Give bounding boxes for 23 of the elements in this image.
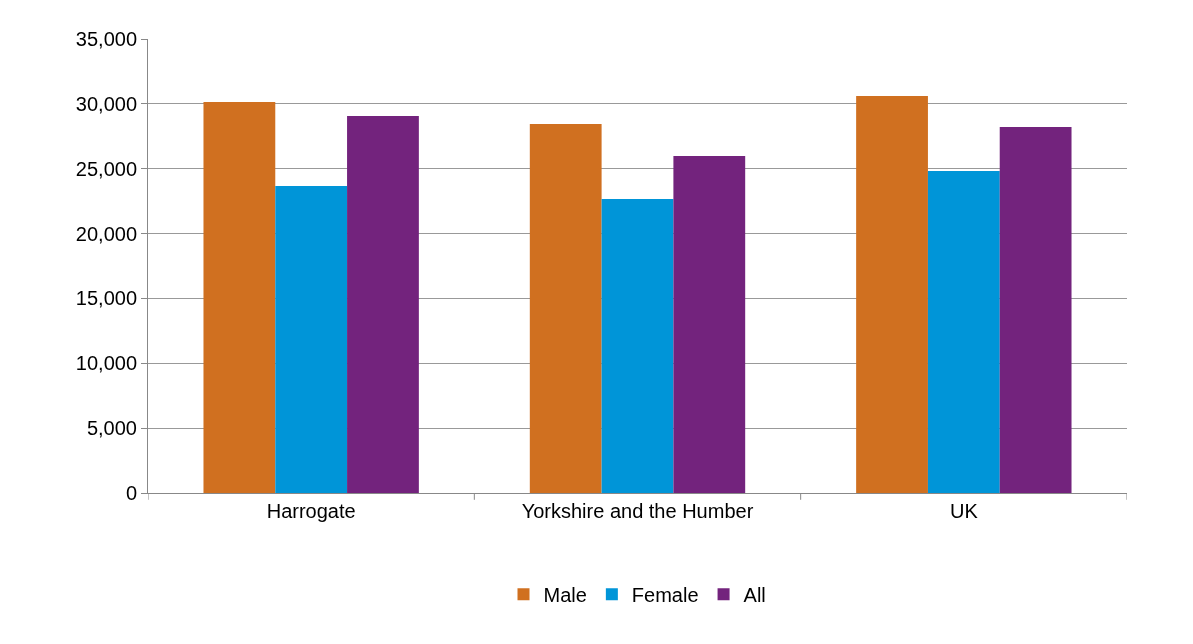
y-tick-label: 30,000 [75,92,137,115]
bar [275,185,348,493]
y-tick-label: 0 [125,482,137,504]
legend-label: All [743,584,766,607]
legend-label: Male [543,584,587,607]
y-tick-label: 20,000 [75,222,137,245]
bar [529,123,602,493]
bar [203,101,276,493]
x-tick-label: UK [949,500,979,522]
bar [673,156,746,493]
bar [999,126,1072,493]
y-tick-label: 5,000 [86,417,137,440]
legend-label: Female [631,584,699,607]
bar [347,115,419,493]
y-tick-label: 35,000 [75,28,137,50]
x-tick-label: Yorkshire and the Humber [521,500,754,522]
y-tick-label: 15,000 [75,287,137,310]
bar [856,96,928,493]
x-tick-label: Harrogate [266,500,356,522]
bar [601,198,674,493]
bar [927,170,1000,493]
y-tick-label: 25,000 [75,157,137,180]
y-tick-label: 10,000 [75,352,137,375]
